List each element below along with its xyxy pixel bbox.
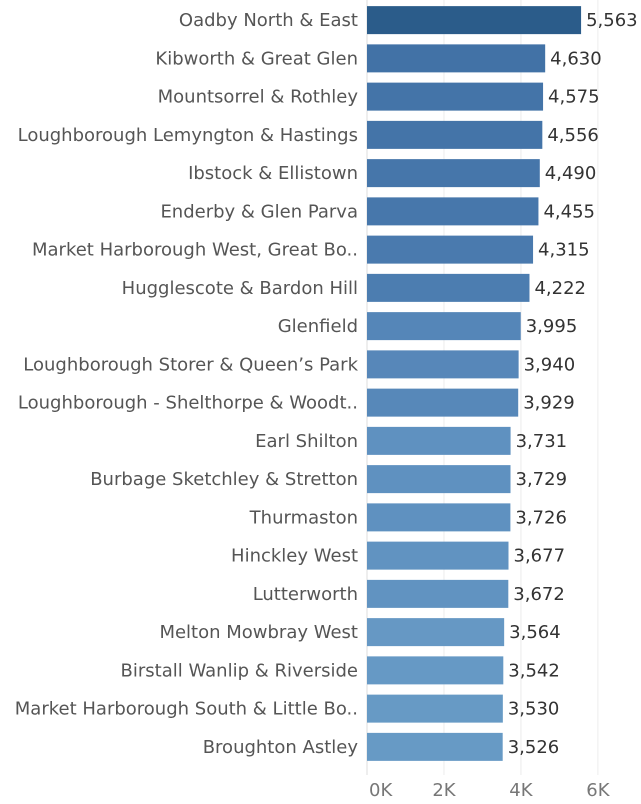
category-label: Burbage Sketchley & Stretton xyxy=(90,469,358,490)
category-label: Ibstock & Ellistown xyxy=(188,163,358,184)
bar xyxy=(367,197,539,226)
bar xyxy=(367,426,511,455)
value-label: 5,563 xyxy=(586,10,638,31)
bar xyxy=(367,82,544,111)
bar xyxy=(367,159,540,188)
category-label: Hinckley West xyxy=(231,546,358,567)
value-label: 3,726 xyxy=(515,507,567,528)
value-label: 4,222 xyxy=(534,278,586,299)
bar xyxy=(367,6,582,35)
category-label: Enderby & Glen Parva xyxy=(160,201,358,222)
bar xyxy=(367,618,505,647)
category-label: Market Harborough West, Great Bo.. xyxy=(32,240,358,261)
category-label: Mountsorrel & Rothley xyxy=(158,87,359,108)
category-label: Market Harborough South & Little Bo.. xyxy=(15,699,358,720)
category-label: Loughborough Lemyngton & Hastings xyxy=(18,125,358,146)
value-label: 3,729 xyxy=(516,469,568,490)
x-tick-label: 2K xyxy=(432,780,456,801)
category-label: Loughborough - Shelthorpe & Woodt.. xyxy=(18,393,358,414)
bar xyxy=(367,465,511,494)
category-label: Glenfield xyxy=(278,316,358,337)
bar xyxy=(367,235,534,264)
category-label: Birstall Wanlip & Riverside xyxy=(121,660,358,681)
value-label: 4,556 xyxy=(547,125,599,146)
value-label: 3,526 xyxy=(508,737,560,758)
category-label: Hugglescote & Bardon Hill xyxy=(122,278,358,299)
category-label: Oadby North & East xyxy=(179,10,358,31)
bar xyxy=(367,388,519,417)
category-label: Thurmaston xyxy=(249,507,358,528)
bar xyxy=(367,312,521,341)
bar xyxy=(367,44,546,73)
value-label: 3,929 xyxy=(523,393,575,414)
value-label: 3,677 xyxy=(514,546,566,567)
bar xyxy=(367,579,509,608)
x-tick-label: 4K xyxy=(509,780,533,801)
value-label: 4,490 xyxy=(545,163,597,184)
bar xyxy=(367,694,503,723)
category-label: Earl Shilton xyxy=(255,431,358,452)
category-label: Broughton Astley xyxy=(203,737,359,758)
category-label: Melton Mowbray West xyxy=(159,622,358,643)
category-label: Kibworth & Great Glen xyxy=(155,48,358,69)
category-label: Loughborough Storer & Queen’s Park xyxy=(23,354,358,375)
value-label: 4,575 xyxy=(548,87,600,108)
bar xyxy=(367,541,509,570)
bar xyxy=(367,732,503,761)
value-label: 3,542 xyxy=(508,660,560,681)
value-label: 3,940 xyxy=(524,354,576,375)
value-label: 3,731 xyxy=(516,431,568,452)
value-label: 4,315 xyxy=(538,240,590,261)
value-label: 3,530 xyxy=(508,699,560,720)
value-label: 3,564 xyxy=(509,622,561,643)
bar xyxy=(367,350,519,379)
value-label: 4,455 xyxy=(543,201,595,222)
bar xyxy=(367,120,543,149)
value-label: 3,672 xyxy=(513,584,565,605)
bar xyxy=(367,273,530,302)
x-tick-label: 6K xyxy=(586,780,610,801)
bar xyxy=(367,656,504,685)
value-label: 3,995 xyxy=(526,316,578,337)
category-label: Lutterworth xyxy=(253,584,358,605)
bar xyxy=(367,503,511,532)
value-label: 4,630 xyxy=(550,48,602,69)
x-tick-label: 0K xyxy=(369,780,393,801)
